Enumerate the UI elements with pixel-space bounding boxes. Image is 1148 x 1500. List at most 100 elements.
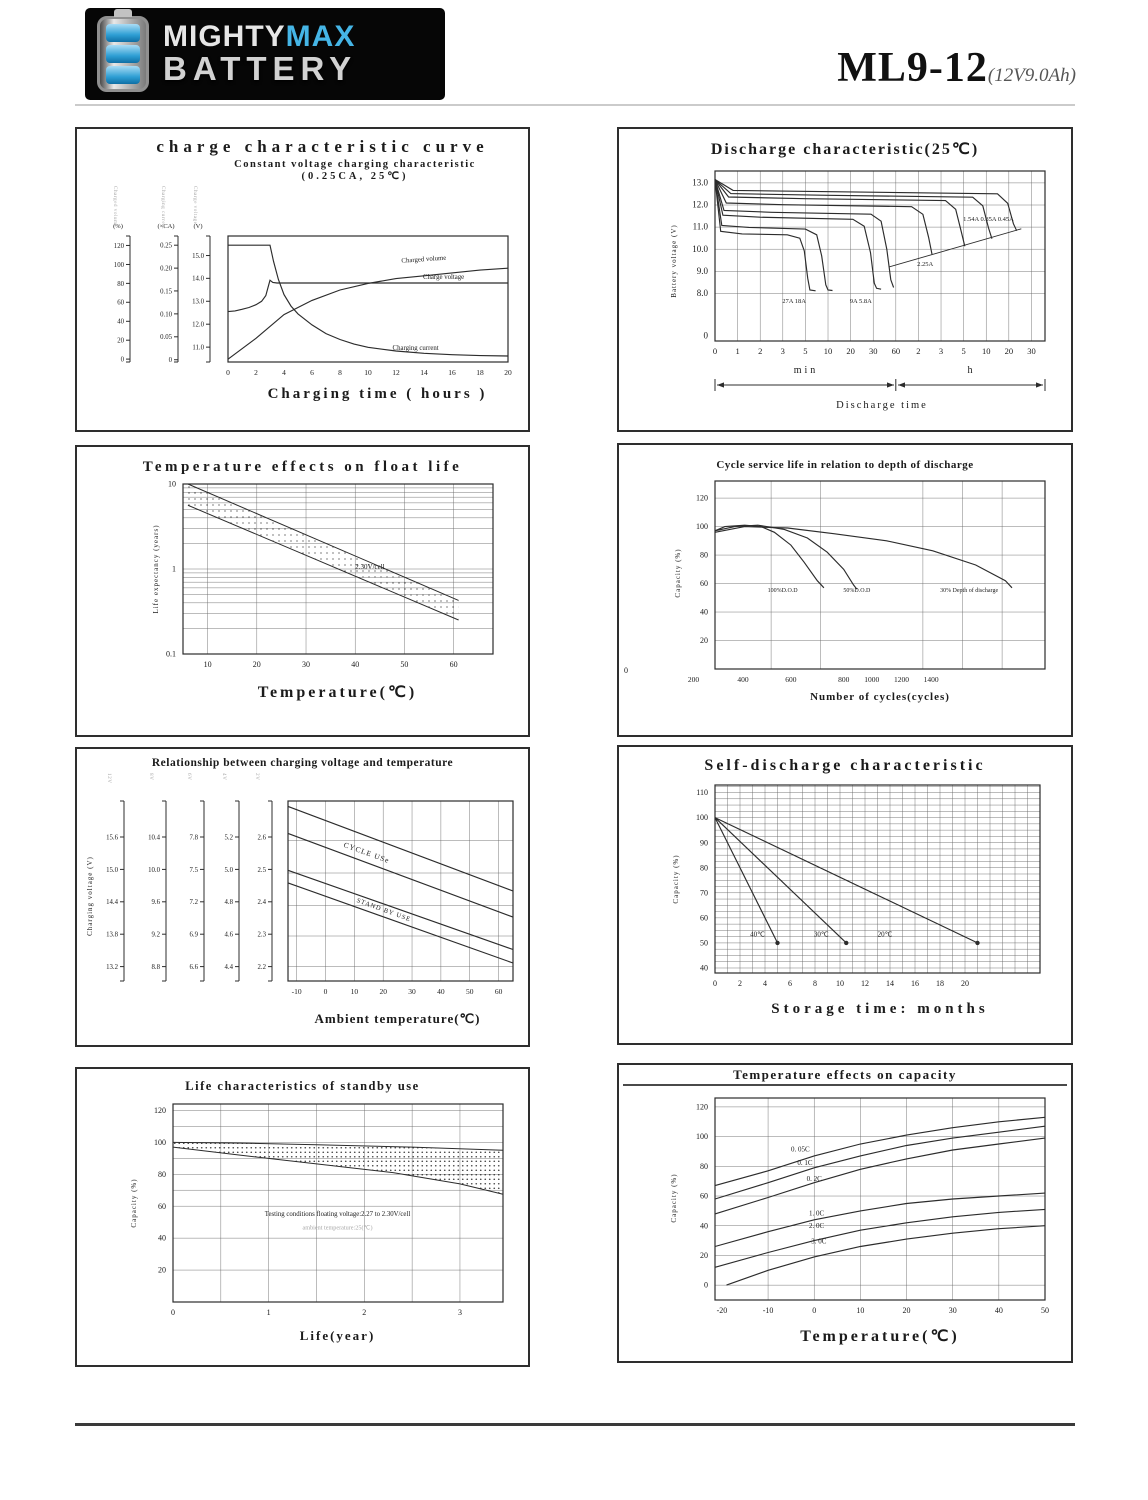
svg-text:7.2: 7.2 [189, 899, 198, 906]
svg-text:2.25A: 2.25A [917, 261, 933, 268]
svg-text:Testing conditions floating vo: Testing conditions floating voltage:2.27… [264, 1211, 410, 1218]
chart-title: Self-discharge characteristic [704, 757, 986, 774]
svg-text:8: 8 [338, 368, 342, 377]
svg-text:30: 30 [408, 987, 416, 996]
svg-text:15.0: 15.0 [192, 253, 204, 260]
svg-text:90: 90 [700, 838, 708, 847]
svg-text:30: 30 [302, 660, 310, 669]
svg-text:120: 120 [696, 494, 708, 503]
svg-text:1400: 1400 [924, 675, 939, 684]
svg-text:9.2: 9.2 [151, 932, 160, 939]
svg-text:0.15: 0.15 [160, 288, 172, 295]
svg-text:0: 0 [624, 666, 628, 675]
model-number: ML9-12 [837, 45, 988, 91]
svg-text:1: 1 [172, 565, 176, 574]
svg-text:0: 0 [171, 1308, 175, 1317]
svg-text:6: 6 [788, 979, 792, 988]
svg-text:30: 30 [949, 1306, 957, 1315]
svg-text:12V: 12V [106, 773, 112, 783]
svg-text:30: 30 [1027, 346, 1036, 356]
svg-text:200: 200 [688, 675, 700, 684]
svg-text:10: 10 [824, 346, 833, 356]
svg-text:40: 40 [351, 660, 359, 669]
svg-text:80: 80 [700, 1162, 708, 1171]
svg-text:30% Depth of discharge: 30% Depth of discharge [940, 587, 998, 594]
svg-text:0: 0 [120, 357, 124, 364]
brand-first: MIGHTY [163, 19, 286, 53]
chart-title: Temperature effects on capacity [623, 1067, 1067, 1086]
svg-text:9A 5.8A: 9A 5.8A [850, 298, 872, 305]
svg-text:0.20: 0.20 [160, 266, 172, 273]
svg-text:40: 40 [700, 964, 708, 973]
svg-text:0: 0 [226, 368, 230, 377]
svg-text:10: 10 [350, 987, 358, 996]
svg-text:2.6: 2.6 [257, 834, 266, 841]
svg-text:2.2: 2.2 [257, 964, 266, 971]
chart-title: Life characteristics of standby use [185, 1079, 420, 1093]
charging-voltage-temperature-chart: 15.6 15.0 14.4 13.8 13.2 12V 10.4 10.0 9.6 9.2 8.8… [86, 773, 514, 996]
svg-text:11.0: 11.0 [192, 345, 204, 352]
svg-text:10: 10 [856, 1306, 864, 1315]
svg-text:2V: 2V [254, 773, 260, 780]
svg-text:40: 40 [700, 608, 708, 617]
svg-text:12: 12 [392, 368, 400, 377]
svg-text:1.54A 0.85A 0.45A: 1.54A 0.85A 0.45A [963, 216, 1014, 223]
svg-text:1: 1 [266, 1308, 270, 1317]
svg-text:400: 400 [737, 675, 749, 684]
svg-text:14: 14 [420, 368, 428, 377]
svg-text:16: 16 [448, 368, 456, 377]
svg-text:4: 4 [282, 368, 286, 377]
chart-title: charge characteristic curve [156, 137, 489, 156]
svg-text:4: 4 [763, 979, 767, 988]
svg-text:50: 50 [1041, 1306, 1049, 1315]
svg-text:60: 60 [117, 300, 124, 307]
svg-text:2.3: 2.3 [257, 932, 266, 939]
svg-text:9.0: 9.0 [697, 266, 709, 276]
svg-text:0: 0 [704, 331, 709, 341]
svg-text:100%D.O.D: 100%D.O.D [768, 588, 799, 594]
svg-text:0: 0 [812, 1306, 816, 1315]
chart-subtitle-2: (0.25CA, 25℃) [301, 171, 409, 182]
svg-text:100: 100 [696, 1132, 708, 1141]
svg-text:2.30V/cell: 2.30V/cell [355, 563, 384, 571]
cycle-service-life-chart: 120 100 80 60 40 20 200 400 600 800 1000 1200 1400 10… [624, 480, 1046, 684]
svg-text:30: 30 [869, 346, 878, 356]
svg-text:Capacity (%): Capacity (%) [672, 854, 680, 903]
svg-text:110: 110 [696, 788, 708, 797]
svg-text:15.6: 15.6 [106, 834, 118, 841]
svg-text:15.0: 15.0 [106, 867, 118, 874]
svg-text:0. 05C: 0. 05C [791, 1145, 810, 1153]
svg-text:10: 10 [364, 368, 372, 377]
svg-text:13.0: 13.0 [692, 178, 708, 188]
svg-text:100: 100 [696, 522, 708, 531]
svg-text:6.6: 6.6 [189, 964, 198, 971]
panel-cycle-service-life: Cycle service life in relation to depth … [617, 443, 1073, 737]
svg-text:7.5: 7.5 [189, 867, 198, 874]
svg-text:3: 3 [939, 346, 943, 356]
svg-text:2: 2 [758, 346, 762, 356]
svg-text:2: 2 [362, 1308, 366, 1317]
svg-text:60: 60 [700, 913, 708, 922]
svg-text:Charging voltage (V): Charging voltage (V) [86, 856, 94, 936]
svg-text:5: 5 [803, 346, 807, 356]
panel-standby-life: Life characteristics of standby use 120 1… [75, 1067, 530, 1367]
svg-text:12.0: 12.0 [192, 322, 204, 329]
svg-text:40: 40 [117, 319, 124, 326]
svg-text:5.0: 5.0 [224, 867, 233, 874]
svg-text:14.4: 14.4 [106, 899, 118, 906]
svg-text:20: 20 [252, 660, 260, 669]
panel-self-discharge: Self-discharge characteristic 110 100 90 80… [617, 745, 1073, 1045]
svg-text:2.5: 2.5 [257, 867, 266, 874]
chart-title: Relationship between charging voltage an… [151, 757, 454, 769]
svg-text:8: 8 [813, 979, 817, 988]
chart-title: Discharge characteristic(25℃) [710, 141, 980, 158]
brand-accent: MAX [285, 19, 356, 53]
svg-text:10: 10 [203, 660, 211, 669]
model-title: ML9-12(12V9.0Ah) [837, 44, 1076, 92]
svg-text:0: 0 [168, 357, 172, 364]
svg-text:7.8: 7.8 [189, 834, 198, 841]
svg-text:20: 20 [700, 636, 708, 645]
svg-text:20: 20 [961, 979, 969, 988]
svg-text:10.4: 10.4 [148, 834, 160, 841]
svg-text:40: 40 [700, 1221, 708, 1230]
